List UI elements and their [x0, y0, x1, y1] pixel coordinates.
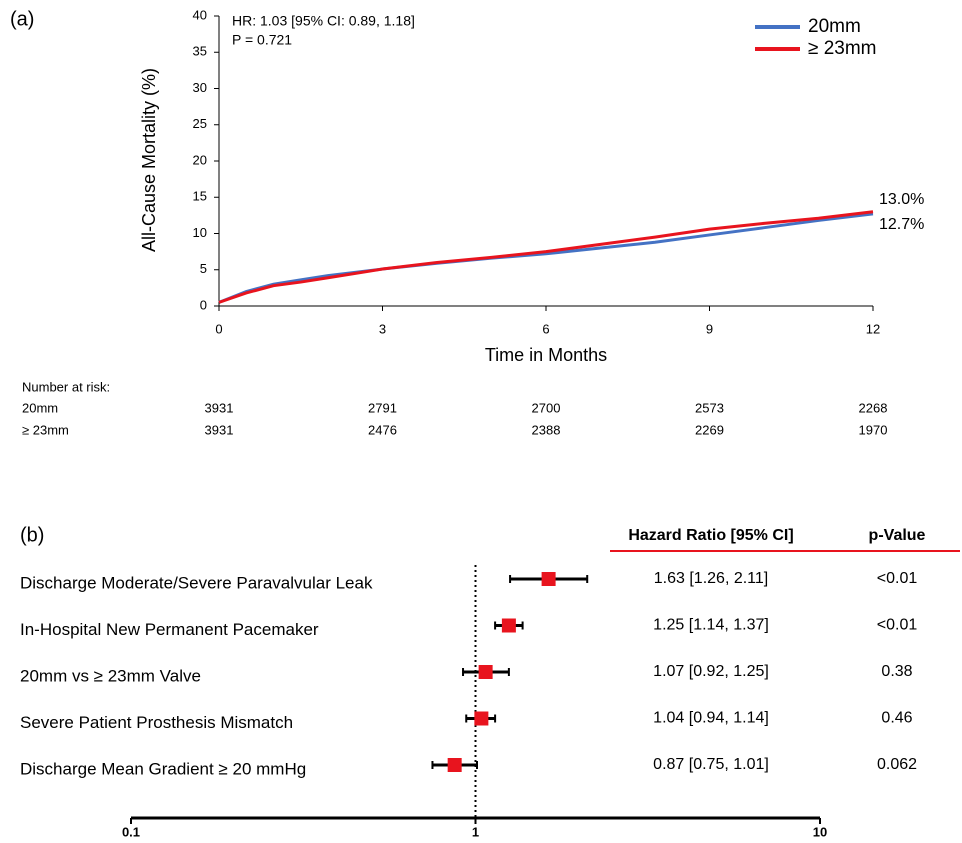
ci-label: 1.04 [0.94, 1.14] [653, 710, 769, 727]
row-label: 20mm vs ≥ 23mm Valve [20, 666, 201, 685]
p-value: 0.062 [877, 756, 917, 773]
y-tick-label: 10 [193, 225, 207, 240]
end-label: 13.0% [879, 191, 924, 208]
row-label: Severe Patient Prosthesis Mismatch [20, 713, 293, 732]
annotation: HR: 1.03 [95% CI: 0.89, 1.18] [232, 13, 415, 29]
x-axis-title: Time in Months [485, 345, 607, 365]
x-tick-label: 6 [542, 321, 549, 336]
panel-label: (a) [10, 8, 34, 30]
risk-value: 2573 [695, 400, 724, 415]
risk-value: 2269 [695, 422, 724, 437]
ci-label: 0.87 [0.75, 1.01] [653, 756, 769, 773]
risk-value: 2388 [532, 422, 561, 437]
x-tick-label: 12 [866, 321, 880, 336]
risk-value: 1970 [859, 422, 888, 437]
x-tick-label: 0 [215, 321, 222, 336]
y-tick-label: 40 [193, 7, 207, 22]
estimate-marker [474, 711, 489, 726]
estimate-marker [447, 758, 462, 772]
p-value: 0.38 [881, 663, 912, 680]
risk-value: 2791 [368, 400, 397, 415]
y-tick-label: 25 [193, 116, 207, 131]
risk-value: 2700 [532, 400, 561, 415]
p-value: 0.46 [881, 710, 912, 727]
y-tick-label: 15 [193, 189, 207, 204]
risk-value: 2268 [859, 400, 888, 415]
column-header: p-Value [869, 527, 926, 544]
series-line [218, 210, 874, 304]
row-label: Discharge Moderate/Severe Paravalvular L… [20, 573, 373, 592]
ci-label: 1.07 [0.92, 1.25] [653, 663, 769, 680]
y-tick-label: 30 [193, 80, 207, 95]
estimate-marker [541, 572, 556, 586]
risk-value: 3931 [205, 400, 234, 415]
x-tick-label: 10 [813, 824, 827, 839]
x-tick-label: 3 [379, 321, 386, 336]
risk-row-label: ≥ 23mm [22, 422, 69, 437]
estimate-marker [478, 665, 493, 679]
p-value: <0.01 [877, 570, 918, 587]
ci-label: 1.25 [1.14, 1.37] [653, 617, 769, 634]
risk-title: Number at risk: [22, 379, 110, 394]
risk-value: 2476 [368, 422, 397, 437]
annotation: P = 0.721 [232, 32, 292, 48]
y-tick-label: 5 [200, 261, 207, 276]
row-label: Discharge Mean Gradient ≥ 20 mmHg [20, 759, 306, 778]
risk-value: 3931 [205, 422, 234, 437]
end-label: 12.7% [879, 216, 924, 233]
legend-label: ≥ 23mm [808, 38, 877, 59]
series-line [218, 212, 874, 304]
ci-label: 1.63 [1.26, 2.11] [654, 570, 768, 587]
p-value: <0.01 [877, 617, 918, 634]
x-tick-label: 9 [706, 321, 713, 336]
estimate-marker [501, 618, 516, 633]
row-label: In-Hospital New Permanent Pacemaker [20, 620, 319, 639]
y-tick-label: 35 [193, 44, 207, 59]
legend-label: 20mm [808, 16, 861, 37]
column-header: Hazard Ratio [95% CI] [628, 527, 793, 544]
y-axis-title: All-Cause Mortality (%) [139, 68, 159, 252]
y-tick-label: 20 [193, 152, 207, 167]
panel-label: (b) [20, 524, 44, 546]
risk-row-label: 20mm [22, 400, 58, 415]
y-tick-label: 0 [200, 297, 207, 312]
x-tick-label: 0.1 [122, 824, 140, 839]
x-tick-label: 1 [472, 824, 479, 839]
